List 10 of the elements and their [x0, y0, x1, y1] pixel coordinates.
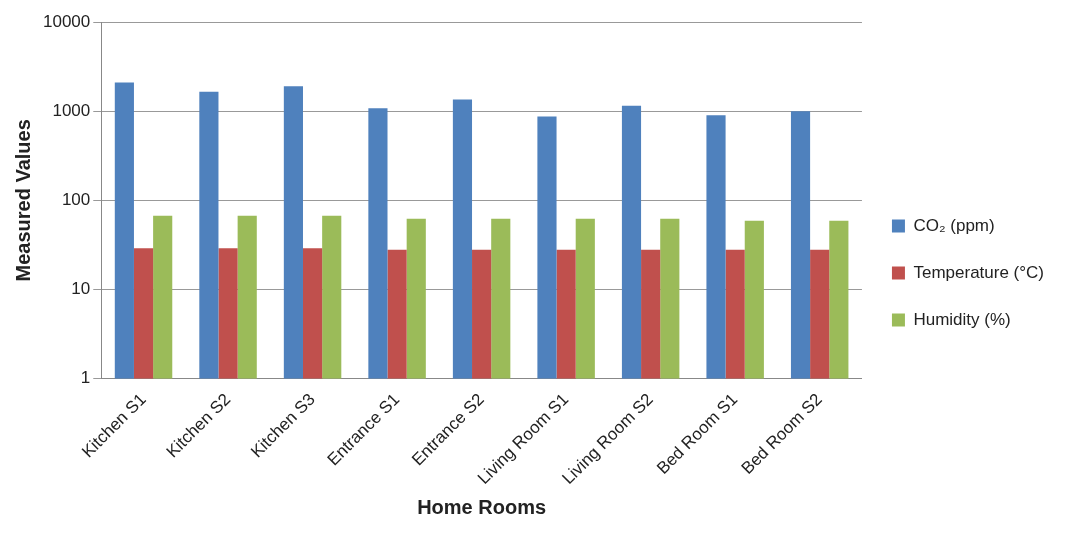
- x-axis-title: Home Rooms: [417, 495, 547, 518]
- legend-label: Temperature (°C): [913, 262, 1045, 282]
- y-tick-label: 1000: [52, 100, 91, 120]
- y-tick-label: 10: [71, 279, 91, 299]
- legend-label: Humidity (%): [913, 309, 1011, 329]
- y-tick-label: 10000: [42, 11, 91, 31]
- y-axis-title: Measured Values: [11, 119, 34, 282]
- legend-label: CO₂ (ppm): [913, 215, 995, 235]
- y-tick-label: 100: [61, 190, 91, 210]
- y-tick-label: 1: [80, 368, 91, 388]
